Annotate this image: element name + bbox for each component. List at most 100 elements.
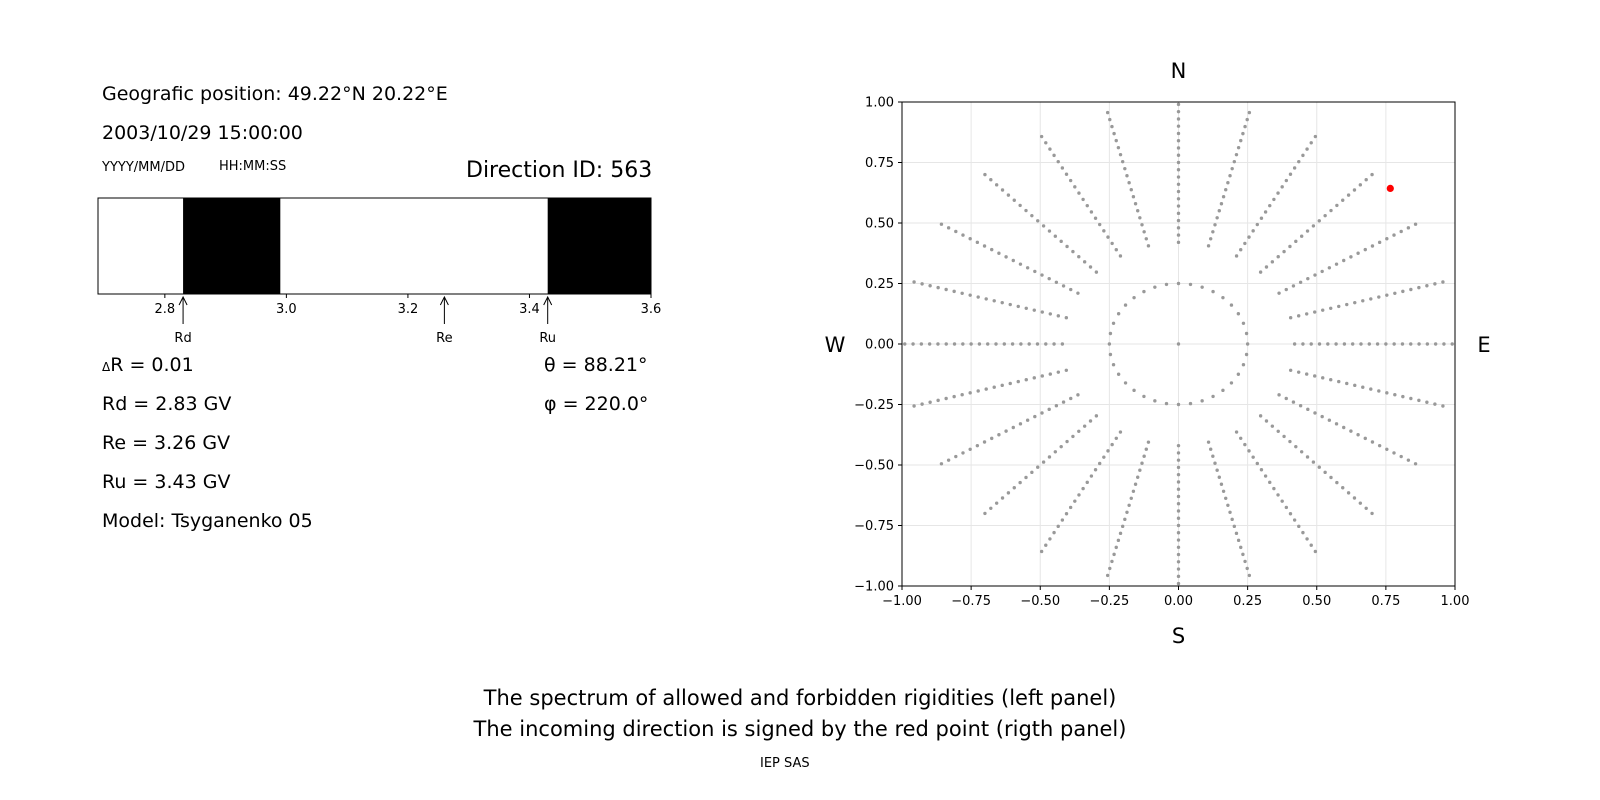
direction-point [1188,282,1193,287]
direction-point [1221,195,1226,199]
direction-point [1136,209,1140,213]
direction-point [1176,509,1181,513]
direction-point [1276,493,1280,497]
direction-point [1073,185,1077,189]
direction-point [1284,178,1289,183]
direction-point [994,501,999,505]
direction-point [1110,442,1114,447]
direction-point [1059,444,1063,449]
direction-point [1392,233,1396,237]
direction-point [1056,370,1061,374]
direction-point [1056,314,1061,318]
direction-point [1280,185,1284,189]
direction-point [1346,491,1351,495]
direction-point [1228,510,1232,515]
marker-label-ru: Ru [539,331,556,346]
direction-point [1040,310,1044,314]
direction-point [1317,342,1322,346]
direction-point [1247,573,1252,578]
time-format-label: HH:MM:SS [219,159,287,174]
geographic-position: Geografic position: 49.22°N 20.22°E [102,83,448,105]
direction-point [1125,173,1129,178]
direction-point [1048,147,1052,151]
direction-point [1093,216,1098,220]
direction-point [1123,166,1127,171]
direction-point [1004,255,1008,259]
direction-point [1044,543,1048,547]
direction-point [1047,276,1051,281]
direction-point [1077,255,1081,259]
direction-point [946,458,951,462]
direction-point [1400,342,1405,346]
direction-point [1108,117,1112,122]
direction-point [1111,362,1116,367]
direction-point [982,244,987,248]
direction-point [1245,342,1250,346]
date-format-label: YYYY/MM/DD [102,160,185,175]
direction-point [1060,342,1065,346]
direction-point [1298,404,1303,408]
direction-point [1393,291,1397,295]
direction-point [1076,291,1080,295]
delta-r-value: ΔR = 0.01 [102,354,194,376]
direction-point [1245,117,1249,122]
direction-point [1320,414,1324,419]
direction-point [1118,531,1123,536]
direction-point [1224,496,1228,500]
direction-point [1039,549,1044,554]
direction-point [1323,213,1327,218]
direction-point [1059,239,1063,244]
direction-point [1125,510,1129,515]
direction-point [1370,511,1374,516]
direction-point [1272,197,1276,202]
direction-point [1000,300,1004,305]
direction-point [1353,383,1357,388]
direction-point [1224,188,1228,192]
direction-point [1048,537,1052,541]
direction-point [1377,295,1381,299]
direction-point [1085,480,1089,485]
direction-point [1221,295,1225,300]
direction-point [992,299,996,303]
direction-point [1097,222,1102,227]
direction-point [1288,172,1293,176]
direction-point [1118,254,1123,258]
direction-point [1176,175,1181,179]
direction-point [1288,439,1292,444]
direction-point [1425,400,1429,404]
direction-point [1039,134,1044,139]
direction-point [1120,159,1125,164]
caption-line-2: The incoming direction is signed by the … [473,717,1127,741]
direction-point [1176,204,1181,208]
direction-point [1417,342,1421,346]
direction-point [1144,237,1148,241]
direction-point [1116,538,1121,543]
direction-point [1176,458,1181,462]
direction-point [1106,449,1110,453]
direction-point [1138,216,1142,220]
direction-point [1027,342,1031,346]
direction-point [1114,436,1118,441]
direction-point [1413,222,1418,226]
direction-point [1292,518,1297,522]
direction-point [1358,183,1363,187]
rigidity-spectrum-chart: 2.8 3.0 3.2 3.4 3.6 Rd Re Ru [97,197,661,346]
direction-point [939,222,944,226]
direction-point [1282,249,1286,254]
direction-point [1060,518,1065,522]
direction-point [1241,131,1245,136]
direction-point [1176,281,1181,286]
direction-point [1206,244,1211,248]
caption-line-1: The spectrum of allowed and forbidden ri… [483,686,1117,710]
direction-point [1136,475,1140,479]
direction-point [1024,378,1028,382]
direction-point [1088,265,1093,269]
direction-point [1321,308,1325,312]
scatter-xtick-label: 0.00 [1164,594,1193,609]
direction-point [1341,198,1345,202]
direction-point [1132,295,1136,300]
direction-point [1375,342,1380,346]
direction-point [1327,266,1332,270]
direction-point [1132,388,1136,393]
